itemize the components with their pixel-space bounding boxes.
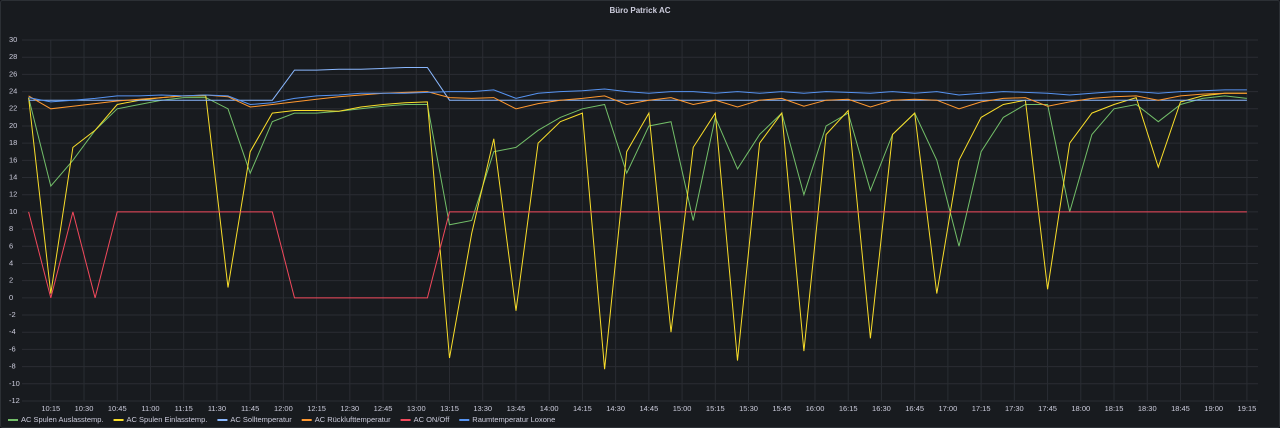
x-tick-label: 18:15 [1105, 404, 1124, 413]
y-tick-label: -8 [9, 362, 16, 371]
y-tick-label: 24 [9, 87, 17, 96]
x-tick-label: 18:30 [1138, 404, 1157, 413]
y-tick-label: 26 [9, 69, 17, 78]
x-tick-label: 13:15 [440, 404, 459, 413]
y-tick-label: 6 [9, 241, 13, 250]
x-tick-label: 14:45 [639, 404, 658, 413]
x-tick-label: 16:00 [806, 404, 825, 413]
x-tick-label: 11:00 [141, 404, 159, 413]
x-tick-label: 13:00 [407, 404, 426, 413]
y-tick-label: 0 [9, 293, 13, 302]
x-tick-label: 12:00 [274, 404, 293, 413]
legend-label: AC Solltemperatur [230, 415, 292, 424]
y-tick-label: 20 [9, 121, 17, 130]
x-tick-label: 12:45 [374, 404, 393, 413]
series-line [28, 211, 1247, 299]
x-tick-label: 10:15 [41, 404, 60, 413]
x-tick-label: 18:00 [1071, 404, 1090, 413]
legend-label: AC Spulen Auslasstemp. [21, 415, 104, 424]
y-tick-label: 30 [9, 35, 17, 44]
y-tick-label: 16 [9, 155, 17, 164]
x-tick-label: 11:15 [175, 404, 193, 413]
y-tick-label: -10 [9, 379, 20, 388]
x-tick-label: 15:00 [673, 404, 692, 413]
legend-label: AC Spulen Einlasstemp. [127, 415, 208, 424]
x-tick-label: 12:15 [307, 404, 326, 413]
y-tick-label: 4 [9, 258, 13, 267]
x-tick-label: 14:30 [606, 404, 625, 413]
legend-label: Raumtemperatur Loxone [472, 415, 555, 424]
y-tick-label: 2 [9, 276, 13, 285]
legend-swatch [113, 419, 124, 421]
x-tick-label: 17:30 [1005, 404, 1024, 413]
legend-swatch [459, 419, 470, 421]
x-tick-label: 11:45 [241, 404, 259, 413]
legend-label: AC Rücklufttemperatur [315, 415, 391, 424]
x-tick-label: 19:00 [1204, 404, 1223, 413]
y-tick-label: -12 [9, 396, 20, 405]
x-tick-label: 11:30 [208, 404, 226, 413]
x-tick-label: 10:45 [108, 404, 127, 413]
legend-label: AC ON/Off [414, 415, 451, 424]
x-tick-label: 19:15 [1238, 404, 1257, 413]
y-tick-label: 12 [9, 190, 17, 199]
x-tick-label: 16:30 [872, 404, 891, 413]
y-tick-label: 28 [9, 52, 17, 61]
legend-swatch [8, 419, 18, 421]
series-line [28, 67, 1247, 101]
panel-title: Büro Patrick AC [609, 6, 670, 15]
series-line [28, 91, 1247, 110]
y-tick-label: -6 [9, 344, 16, 353]
series-line [28, 88, 1247, 106]
y-tick-label: 18 [9, 138, 17, 147]
legend-swatch [301, 419, 312, 421]
x-tick-label: 14:00 [540, 404, 559, 413]
y-tick-label: 14 [9, 173, 17, 182]
x-tick-label: 14:15 [573, 404, 592, 413]
y-tick-label: -4 [9, 327, 16, 336]
x-tick-label: 16:15 [839, 404, 858, 413]
x-tick-label: 15:15 [706, 404, 725, 413]
x-tick-label: 18:45 [1171, 404, 1190, 413]
legend-swatch [217, 419, 228, 421]
x-tick-label: 17:15 [972, 404, 991, 413]
x-tick-label: 15:30 [739, 404, 758, 413]
y-tick-label: 10 [9, 207, 17, 216]
y-tick-label: 8 [9, 224, 13, 233]
y-tick-label: -2 [9, 310, 16, 319]
x-tick-label: 10:30 [75, 404, 94, 413]
x-tick-label: 12:30 [340, 404, 359, 413]
x-tick-label: 13:45 [507, 404, 526, 413]
x-tick-label: 15:45 [772, 404, 791, 413]
x-tick-label: 13:30 [473, 404, 492, 413]
x-tick-label: 16:45 [905, 404, 924, 413]
y-tick-label: 22 [9, 104, 17, 113]
series-line [28, 92, 1247, 370]
legend-swatch [400, 419, 411, 421]
x-tick-label: 17:00 [939, 404, 958, 413]
x-tick-label: 17:45 [1038, 404, 1057, 413]
